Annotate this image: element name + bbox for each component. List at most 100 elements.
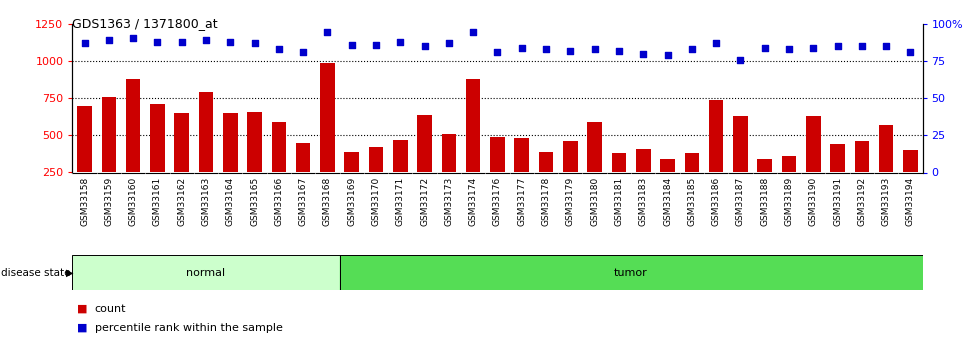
Text: GSM33181: GSM33181 (614, 177, 623, 226)
Text: GSM33188: GSM33188 (760, 177, 769, 226)
Point (417, 44, 433, 49)
Bar (320, 63, 335, 172)
Bar (660, 159, 675, 172)
Point (708, 41, 724, 46)
Point (150, 39, 165, 45)
Text: GSM33171: GSM33171 (396, 177, 405, 226)
Point (611, 48, 627, 53)
Text: GSM33168: GSM33168 (323, 177, 332, 226)
Bar (855, 141, 869, 172)
Bar (806, 116, 820, 172)
Bar (199, 92, 213, 172)
Point (902, 50, 918, 55)
Bar (490, 137, 505, 172)
Bar (72, 255, 340, 290)
Bar (126, 79, 140, 172)
Point (684, 47, 699, 52)
Text: count: count (95, 304, 127, 314)
Bar (879, 125, 894, 172)
Text: GSM33190: GSM33190 (809, 177, 818, 226)
Point (174, 39, 189, 45)
Bar (636, 149, 650, 172)
Text: GSM33161: GSM33161 (153, 177, 162, 226)
Bar (150, 104, 165, 172)
Point (781, 47, 797, 52)
Bar (223, 113, 238, 172)
Text: percentile rank within the sample: percentile rank within the sample (95, 323, 282, 333)
Text: GSM33178: GSM33178 (542, 177, 551, 226)
Text: GSM33169: GSM33169 (347, 177, 356, 226)
Text: GSM33170: GSM33170 (372, 177, 381, 226)
Point (830, 44, 845, 49)
Bar (340, 255, 923, 290)
Bar (77, 106, 92, 172)
Point (126, 35, 141, 40)
Point (101, 38, 117, 43)
Text: GSM33174: GSM33174 (469, 177, 478, 226)
Text: GSM33191: GSM33191 (833, 177, 842, 226)
Point (514, 45, 529, 51)
Bar (369, 147, 384, 172)
Text: disease state: disease state (1, 268, 71, 277)
Text: ▶: ▶ (66, 268, 73, 277)
Bar (175, 113, 189, 172)
Point (296, 50, 311, 55)
Bar (685, 153, 699, 172)
Point (441, 41, 457, 46)
Point (878, 44, 894, 49)
Bar (393, 140, 408, 172)
Text: GSM33192: GSM33192 (857, 177, 867, 226)
Bar (466, 79, 480, 172)
Bar (903, 150, 918, 172)
Text: GSM33184: GSM33184 (663, 177, 672, 226)
Bar (709, 100, 724, 172)
Bar (757, 159, 772, 172)
Text: GSM33187: GSM33187 (736, 177, 745, 226)
Text: GSM33194: GSM33194 (906, 177, 915, 226)
Point (732, 57, 748, 62)
Point (854, 44, 869, 49)
Bar (587, 122, 602, 172)
Bar (781, 156, 796, 172)
Bar (441, 134, 456, 172)
Point (247, 41, 263, 46)
Text: GSM33177: GSM33177 (517, 177, 526, 226)
Bar (539, 152, 554, 172)
Bar (101, 97, 116, 172)
Point (271, 47, 287, 52)
Point (466, 29, 481, 34)
Text: GSM33179: GSM33179 (566, 177, 575, 226)
Text: GSM33189: GSM33189 (784, 177, 793, 226)
Text: GSM33165: GSM33165 (250, 177, 259, 226)
Point (806, 45, 821, 51)
Text: GSM33173: GSM33173 (444, 177, 453, 226)
Text: GSM33180: GSM33180 (590, 177, 599, 226)
Bar (830, 144, 845, 172)
Text: GSM33158: GSM33158 (80, 177, 89, 226)
Text: GSM33166: GSM33166 (274, 177, 283, 226)
Text: GSM33167: GSM33167 (298, 177, 308, 226)
Text: GSM33183: GSM33183 (639, 177, 648, 226)
Text: normal: normal (186, 268, 226, 277)
Text: GSM33163: GSM33163 (202, 177, 211, 226)
Point (198, 38, 213, 43)
Point (562, 48, 578, 53)
Bar (417, 115, 432, 172)
Point (490, 50, 505, 55)
Point (392, 39, 408, 45)
Point (77, 41, 93, 46)
Text: ■: ■ (77, 304, 88, 314)
Text: GSM33159: GSM33159 (104, 177, 113, 226)
Bar (271, 122, 286, 172)
Point (320, 29, 335, 34)
Bar (72, 255, 340, 290)
Bar (733, 116, 748, 172)
Bar (515, 138, 529, 172)
Bar (247, 112, 262, 172)
Text: GSM33185: GSM33185 (687, 177, 696, 226)
Bar (296, 143, 310, 172)
Point (587, 47, 603, 52)
Point (368, 42, 384, 48)
Text: GSM33176: GSM33176 (493, 177, 502, 226)
Point (222, 39, 238, 45)
